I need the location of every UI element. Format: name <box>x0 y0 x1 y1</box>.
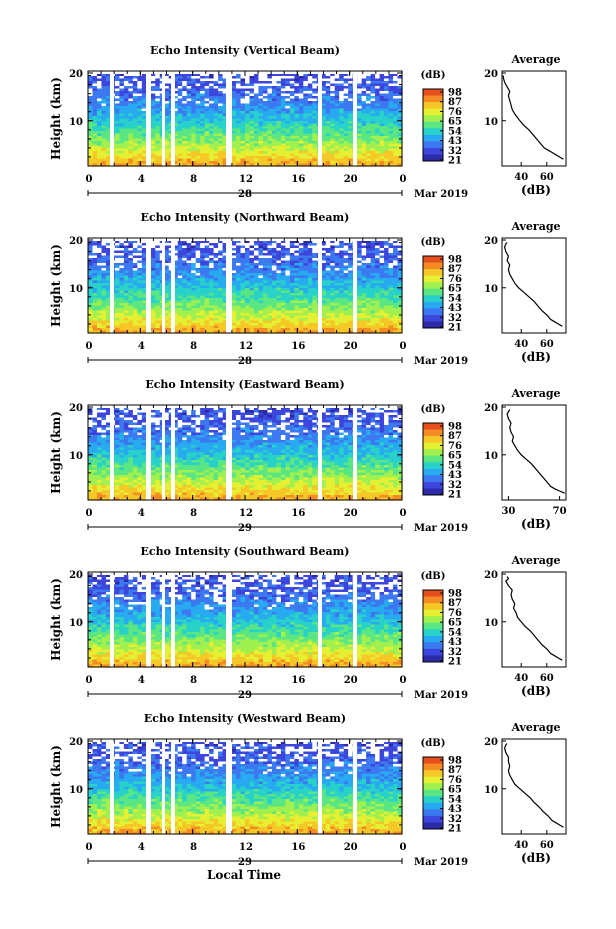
data-gap <box>171 71 175 166</box>
colorbar-segment <box>423 128 443 135</box>
colorbar-segment <box>423 141 443 148</box>
colorbar-unit: (dB) <box>421 70 446 81</box>
profile-x-axis-label: (dB) <box>521 183 551 197</box>
profile-title: Average <box>510 53 560 66</box>
y-axis-label: Height (km) <box>49 77 63 160</box>
x-tick-label: 12 <box>239 174 253 185</box>
data-gap <box>226 71 232 166</box>
x-tick-label: 20 <box>344 174 358 185</box>
panel-1: Echo Intensity (Vertical Beam) 20 10 Height… <box>49 44 566 200</box>
x-tick-label: 8 <box>190 174 197 185</box>
y-tick-label: 10 <box>69 117 83 128</box>
colorbar-segment <box>423 122 443 129</box>
date-label: Mar 2019 <box>414 189 468 200</box>
colorbar-segment <box>423 109 443 116</box>
profile-line <box>503 76 563 160</box>
colorbar-segment <box>423 89 443 96</box>
colorbar-segment <box>423 148 443 155</box>
x-tick-label: 4 <box>138 174 145 185</box>
data-gap <box>110 71 114 166</box>
data-gap <box>353 71 357 166</box>
heatmap <box>88 238 403 334</box>
day-label: 28 <box>238 189 252 200</box>
profile-y-tick-label: 10 <box>484 117 498 128</box>
profile-y-tick-label: 20 <box>484 69 498 80</box>
profile-x-tick-label: 40 <box>514 172 528 183</box>
panel-title: Echo Intensity (Vertical Beam) <box>150 44 340 57</box>
colorbar-tick-label: 21 <box>448 156 462 167</box>
profile-x-tick-label: 60 <box>540 172 554 183</box>
y-tick-label: 20 <box>69 69 83 80</box>
panel-title: Echo Intensity (Northward Beam) <box>141 211 350 224</box>
x-tick-label: 16 <box>291 174 305 185</box>
data-gap <box>318 71 322 166</box>
data-gap <box>162 71 165 166</box>
data-gap <box>146 71 151 166</box>
x-tick-label: 0 <box>400 174 407 185</box>
profile-frame <box>502 71 566 166</box>
panel-2: Echo Intensity (Northward Beam)2010Heigh… <box>49 211 566 367</box>
heatmap <box>88 71 403 167</box>
x-tick-label: 0 <box>86 174 93 185</box>
colorbar-segment <box>423 102 443 109</box>
